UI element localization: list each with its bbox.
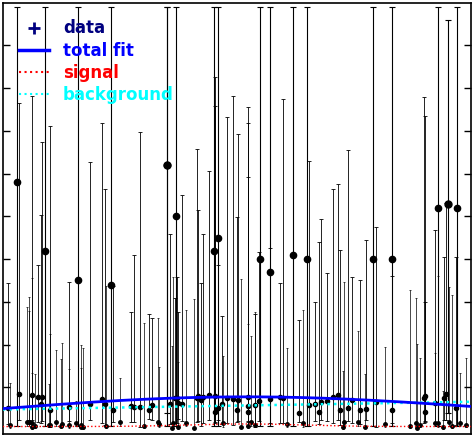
Legend: data, total fit, signal, background: data, total fit, signal, background [11,11,182,112]
